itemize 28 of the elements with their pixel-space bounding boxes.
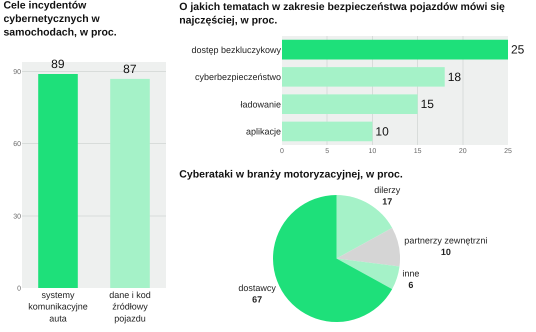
data-label: 67 xyxy=(252,294,262,304)
slice-label: dilerzy xyxy=(374,184,401,195)
y-tick-label: aplikacje xyxy=(246,126,281,137)
y-tick-label: ładowanie xyxy=(240,99,281,110)
data-label: 10 xyxy=(375,124,390,138)
data-label: 18 xyxy=(448,70,462,84)
bar xyxy=(282,122,372,142)
data-label: 25 xyxy=(511,42,525,57)
y-tick-label: cyberbezpieczeństwo xyxy=(194,72,281,82)
bar xyxy=(282,94,418,114)
data-label: 17 xyxy=(382,196,392,207)
slice-label: inne xyxy=(402,268,420,278)
x-tick-label: systemy komunikacyjne auta xyxy=(28,290,88,324)
chart-title: Cyberataki w branży motoryzacyjnej, w proc. xyxy=(179,168,403,180)
bar xyxy=(282,40,508,60)
data-label: 15 xyxy=(420,97,434,112)
slice-label: dostawcy xyxy=(238,282,276,293)
x-tick-label: dane i kod źródłowy pojazdu xyxy=(109,290,151,324)
chart-title: O jakich tematach w zakresie bezpieczeństwa pojazdów mówi się najczęściej, w proc. xyxy=(179,0,506,27)
data-label: 89 xyxy=(51,57,65,72)
y-tick-label: dostęp bezkluczykowy xyxy=(191,44,282,55)
chart-title: Cele incydentów cybernetycznych w samochodach, w proc. xyxy=(3,0,117,39)
bar xyxy=(282,67,445,87)
data-label: 10 xyxy=(440,247,451,258)
slice-label: partnerzy zewnętrzni xyxy=(404,235,488,246)
data-label: 87 xyxy=(123,62,137,76)
data-label: 6 xyxy=(408,280,414,290)
pie-slice xyxy=(336,228,400,266)
